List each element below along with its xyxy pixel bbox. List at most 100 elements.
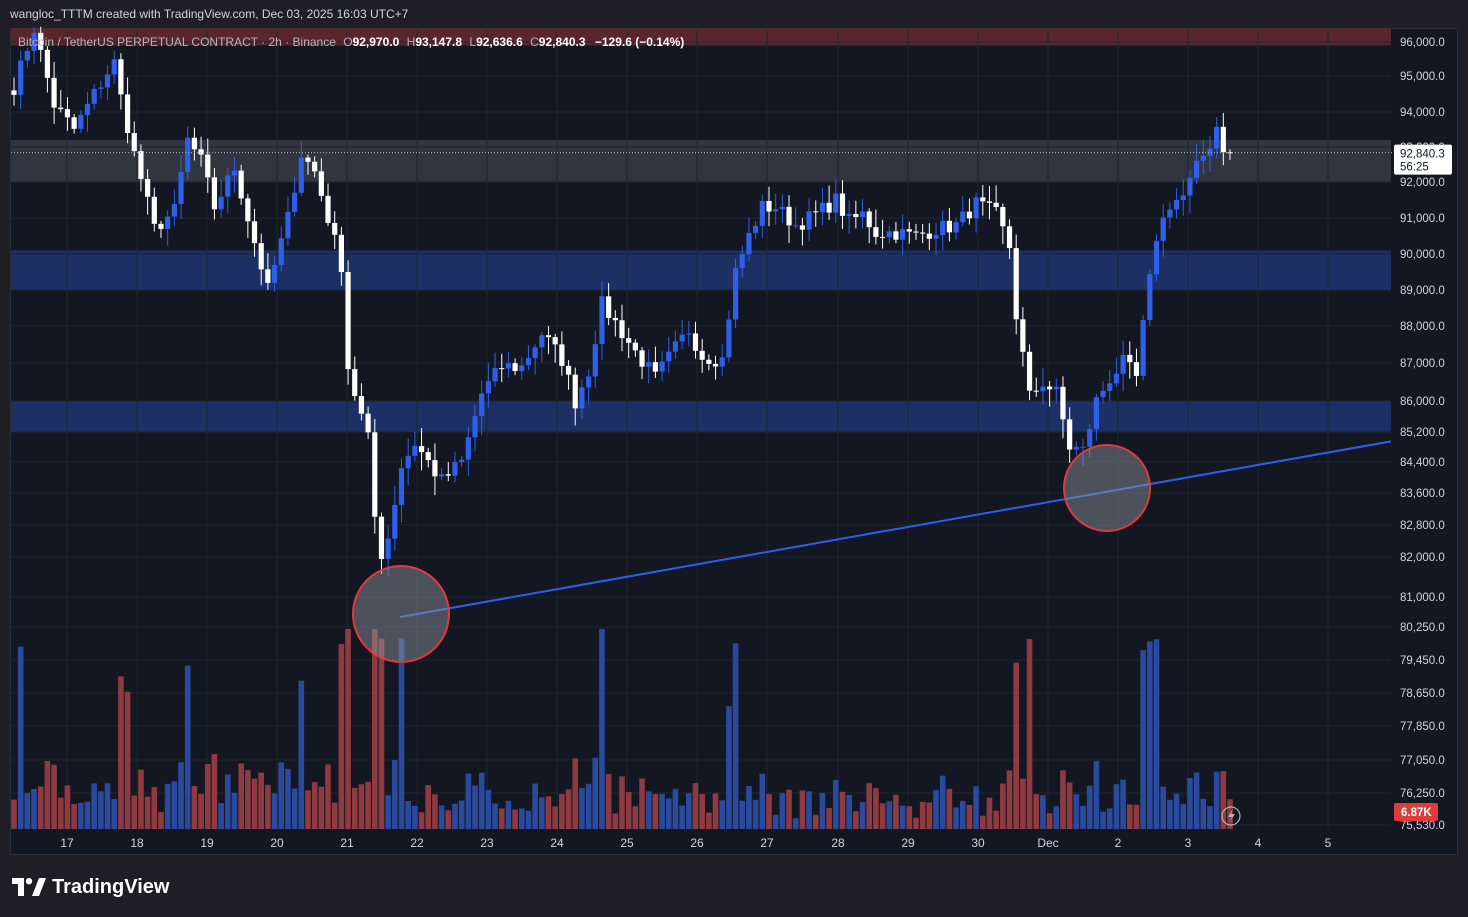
volume-bar [645, 791, 652, 829]
swing-low-circle-1 [352, 565, 450, 663]
volume-bar [158, 812, 164, 829]
volume-bar [873, 788, 879, 829]
candle-body [332, 222, 338, 235]
y-tick-label: 89,000.0 [1400, 285, 1445, 297]
volume-bar [899, 805, 906, 829]
candle-body [512, 363, 518, 372]
volume-bar [1033, 794, 1040, 829]
candle-body [138, 151, 144, 180]
low-value: 92,636.6 [476, 35, 523, 49]
candle-body [312, 161, 318, 172]
x-tick-label: 17 [60, 836, 74, 850]
candle-body [966, 211, 973, 219]
volume-bar [1026, 639, 1033, 829]
candle-body [98, 87, 104, 89]
volume-bar [124, 691, 131, 829]
y-tick-label: 82,800.0 [1400, 520, 1445, 532]
candle-body [118, 59, 124, 95]
candle-body [479, 393, 485, 417]
volume-bar [1053, 806, 1060, 829]
volume-bar [879, 803, 886, 829]
candle-body [1020, 319, 1026, 352]
candle-body [158, 223, 164, 229]
candle-body [64, 109, 71, 118]
volume-bar [545, 796, 552, 829]
volume-bar [605, 774, 612, 829]
volume-bar [171, 781, 178, 829]
volume-bar [485, 789, 492, 829]
volume-bar [732, 643, 739, 829]
volume-bar [472, 785, 478, 829]
volume-bar [692, 783, 699, 829]
brand-footer[interactable]: TradingView [12, 872, 169, 902]
candle-body [285, 211, 291, 239]
candle-body [692, 333, 699, 351]
candle-body [759, 201, 765, 226]
volume-bar [111, 799, 118, 829]
candle-body [1053, 386, 1059, 390]
candle-body [900, 229, 906, 240]
volume-bar [632, 806, 639, 829]
candle-body [732, 268, 739, 320]
candle-body [926, 233, 932, 239]
volume-bar [779, 793, 786, 829]
candle-body [666, 351, 672, 362]
volume-bar [498, 808, 505, 829]
candle-body [365, 413, 371, 433]
candle-body [305, 157, 311, 162]
volume-bar [492, 803, 498, 829]
candle-body [18, 60, 24, 95]
y-tick-label: 81,000.0 [1400, 592, 1445, 604]
volume-bar [1013, 662, 1019, 829]
volume-bar [57, 797, 64, 829]
volume-bar [331, 802, 338, 829]
x-tick-label: 25 [620, 836, 634, 850]
candle-body [933, 235, 939, 239]
x-tick-label: 28 [831, 836, 845, 850]
candle-body [619, 320, 625, 339]
candle-body [592, 344, 598, 377]
volume-bar [278, 762, 285, 829]
volume-bar [752, 799, 759, 829]
candle-body [345, 272, 351, 370]
volume-bar [351, 787, 358, 829]
candle-body [225, 175, 231, 197]
zone-supply-1 [11, 140, 1391, 182]
volume-bar [953, 807, 959, 829]
volume-bar [1126, 804, 1133, 829]
candle-body [940, 220, 946, 236]
y-tick-label: 90,000.0 [1400, 249, 1445, 261]
volume-bar [619, 776, 625, 829]
candle-body [746, 232, 752, 255]
volume-bar [599, 629, 605, 829]
candle-body [766, 201, 772, 212]
candle-body [124, 94, 131, 134]
volume-bar [385, 795, 391, 829]
candle-body [793, 225, 799, 227]
candle-body [539, 335, 545, 348]
lightning-icon [1221, 806, 1241, 826]
volume-bar [1220, 771, 1227, 829]
candle-body [960, 211, 966, 223]
candle-body [813, 211, 819, 213]
candle-body [31, 32, 37, 51]
volume-bar [305, 790, 311, 829]
y-tick-label: 77,850.0 [1400, 721, 1445, 733]
high-key: H [406, 35, 416, 49]
volume-bar [585, 783, 592, 829]
volume-bar [833, 780, 839, 829]
candle-body [525, 358, 532, 366]
volume-bar [31, 788, 37, 829]
candle-body [71, 117, 77, 129]
symbol-name[interactable]: Bitcoin / TetherUS PERPETUAL CONTRACT · … [18, 35, 336, 49]
candle-body [639, 350, 645, 367]
volume-bar [559, 794, 565, 829]
volume-bar [686, 793, 692, 829]
candle-body [973, 197, 979, 219]
y-tick-label: 84,400.0 [1400, 457, 1445, 469]
volume-bar [706, 812, 712, 829]
volume-bar [906, 806, 913, 829]
candle-body [145, 179, 151, 197]
x-tick-label: 19 [200, 836, 214, 850]
